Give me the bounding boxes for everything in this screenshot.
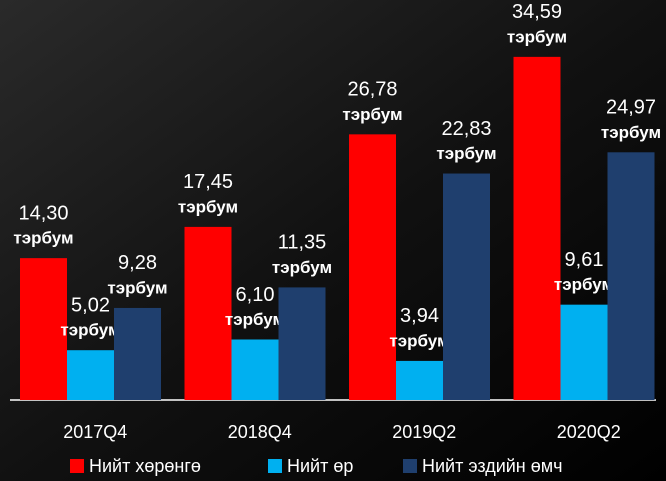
- bar: [279, 287, 326, 400]
- background: [0, 0, 666, 481]
- value-label: 9,61: [565, 249, 604, 271]
- legend-label: Нийт хөрөнгө: [89, 456, 201, 476]
- value-unit: тэрбум: [389, 331, 449, 350]
- value-label: 3,94: [400, 305, 439, 327]
- value-unit: тэрбум: [13, 229, 73, 248]
- value-unit: тэрбум: [554, 275, 614, 294]
- value-unit: тэрбум: [225, 310, 285, 329]
- bar: [232, 339, 279, 400]
- value-label: 5,02: [71, 294, 110, 316]
- value-label: 34,59: [512, 1, 562, 23]
- value-unit: тэрбум: [436, 144, 496, 163]
- x-tick-label: 2017Q4: [63, 422, 127, 442]
- value-unit: тэрбум: [342, 105, 402, 124]
- value-unit: тэрбум: [272, 258, 332, 277]
- value-label: 6,10: [236, 284, 275, 306]
- chart: 2017Q414,30тэрбум5,02тэрбум9,28тэрбум201…: [0, 0, 666, 481]
- value-label: 22,83: [441, 118, 491, 140]
- bar: [67, 350, 114, 400]
- legend-swatch: [70, 459, 84, 473]
- bar: [349, 134, 396, 400]
- bar: [114, 308, 161, 400]
- x-tick-label: 2020Q2: [557, 422, 621, 442]
- value-unit: тэрбум: [178, 197, 238, 216]
- legend-swatch: [268, 459, 282, 473]
- bar: [608, 152, 655, 400]
- value-label: 26,78: [347, 79, 397, 101]
- legend-label: Нийт эздийн өмч: [422, 456, 563, 476]
- bar: [514, 57, 561, 400]
- value-unit: тэрбум: [60, 321, 120, 340]
- value-label: 14,30: [18, 202, 68, 224]
- x-tick-label: 2018Q4: [228, 422, 292, 442]
- bar: [561, 305, 608, 400]
- bar: [396, 361, 443, 400]
- value-label: 17,45: [183, 171, 233, 193]
- value-label: 9,28: [118, 252, 157, 274]
- value-unit: тэрбум: [107, 278, 167, 297]
- x-tick-label: 2019Q2: [392, 422, 456, 442]
- value-unit: тэрбум: [507, 27, 567, 46]
- value-label: 24,97: [606, 97, 656, 119]
- legend-label: Нийт өр: [287, 456, 353, 476]
- legend-swatch: [403, 459, 417, 473]
- bar: [443, 174, 490, 400]
- value-unit: тэрбум: [601, 123, 661, 142]
- value-label: 11,35: [278, 232, 327, 254]
